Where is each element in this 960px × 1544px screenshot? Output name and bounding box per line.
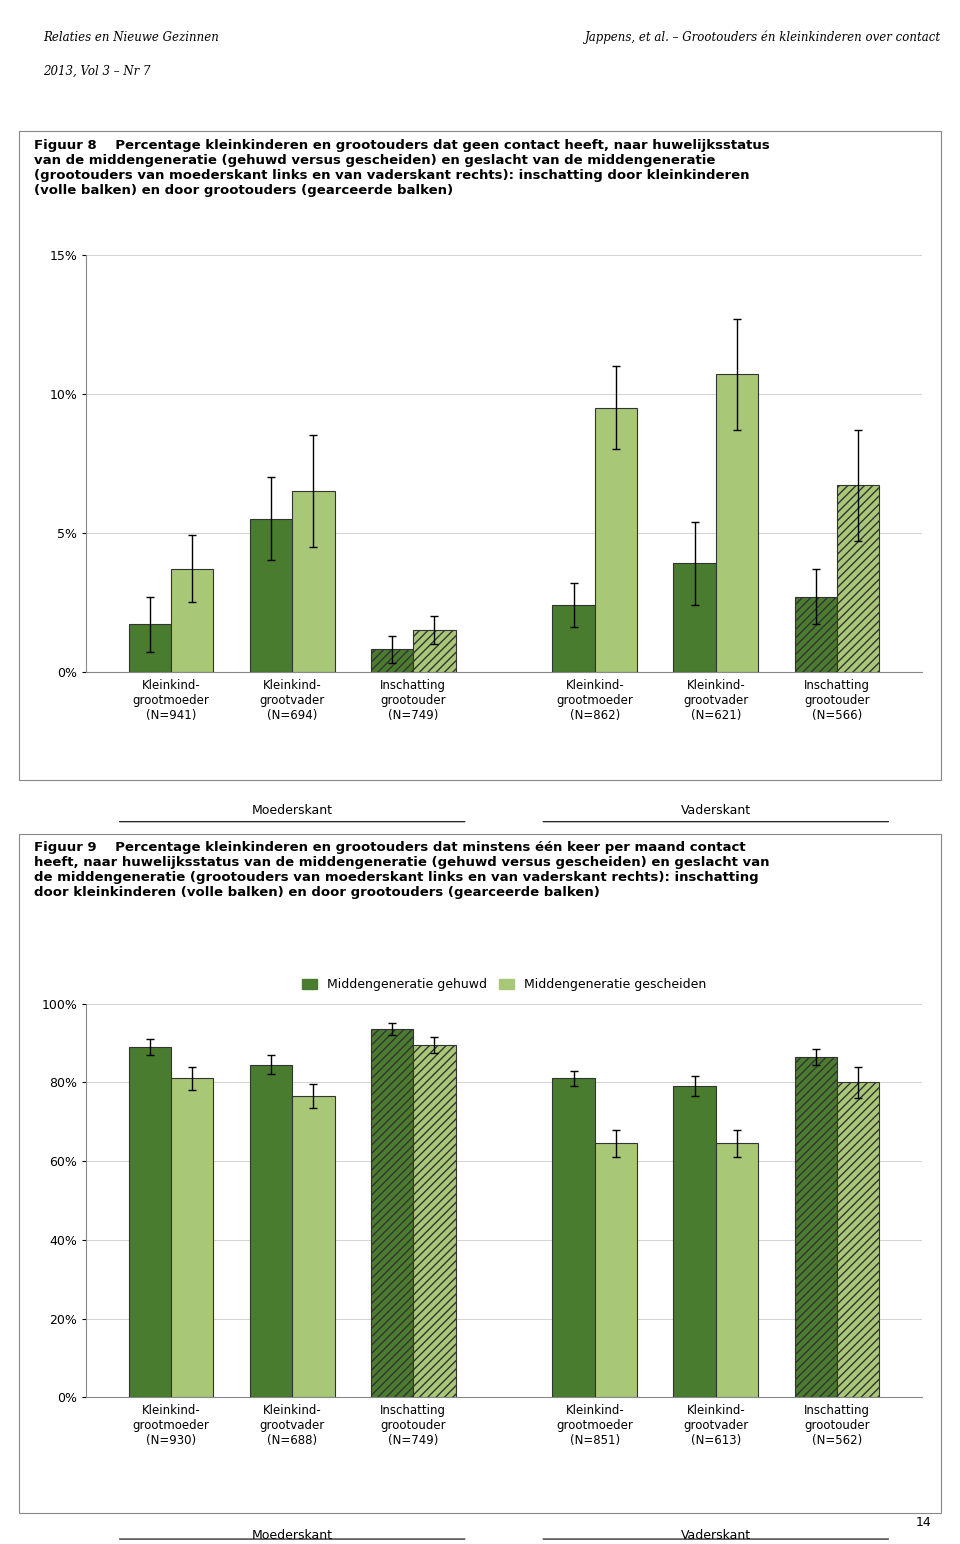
Bar [129,624,171,672]
Bar [413,1045,456,1397]
Text: Vaderskant: Vaderskant [681,1529,751,1542]
Text: Figuur 9    Percentage kleinkinderen en grootouders dat minstens één keer per ma: Figuur 9 Percentage kleinkinderen en gro… [34,841,769,900]
Bar [837,1082,879,1397]
Bar [292,491,334,672]
Text: Relaties en Nieuwe Gezinnen: Relaties en Nieuwe Gezinnen [43,31,219,43]
Bar [371,1030,413,1397]
Bar [795,1056,837,1397]
Bar [552,1078,595,1397]
Bar [371,650,413,672]
Bar [795,596,837,672]
Legend: Middengeneratie gehuwd, Middengeneratie gescheiden: Middengeneratie gehuwd, Middengeneratie … [301,977,707,991]
Bar [171,1078,213,1397]
Text: Moederskant: Moederskant [252,803,333,817]
Text: Figuur 8    Percentage kleinkinderen en grootouders dat geen contact heeft, naar: Figuur 8 Percentage kleinkinderen en gro… [34,139,769,198]
Bar [129,1047,171,1397]
Bar [716,1144,758,1397]
Text: Vaderskant: Vaderskant [681,803,751,817]
Bar [171,568,213,672]
Bar [837,485,879,672]
Text: 2013, Vol 3 – Nr 7: 2013, Vol 3 – Nr 7 [43,65,151,77]
Text: Jappens, et al. – Grootouders én kleinkinderen over contact: Jappens, et al. – Grootouders én kleinki… [585,31,941,45]
Bar [674,1087,716,1397]
Bar [413,630,456,672]
Text: Moederskant: Moederskant [252,1529,333,1542]
Text: 14: 14 [916,1516,931,1529]
Bar [250,519,292,672]
Bar [595,408,637,672]
Bar [552,605,595,672]
Bar [716,374,758,672]
Bar [292,1096,334,1397]
Bar [250,1065,292,1397]
Bar [595,1144,637,1397]
Bar [674,564,716,672]
